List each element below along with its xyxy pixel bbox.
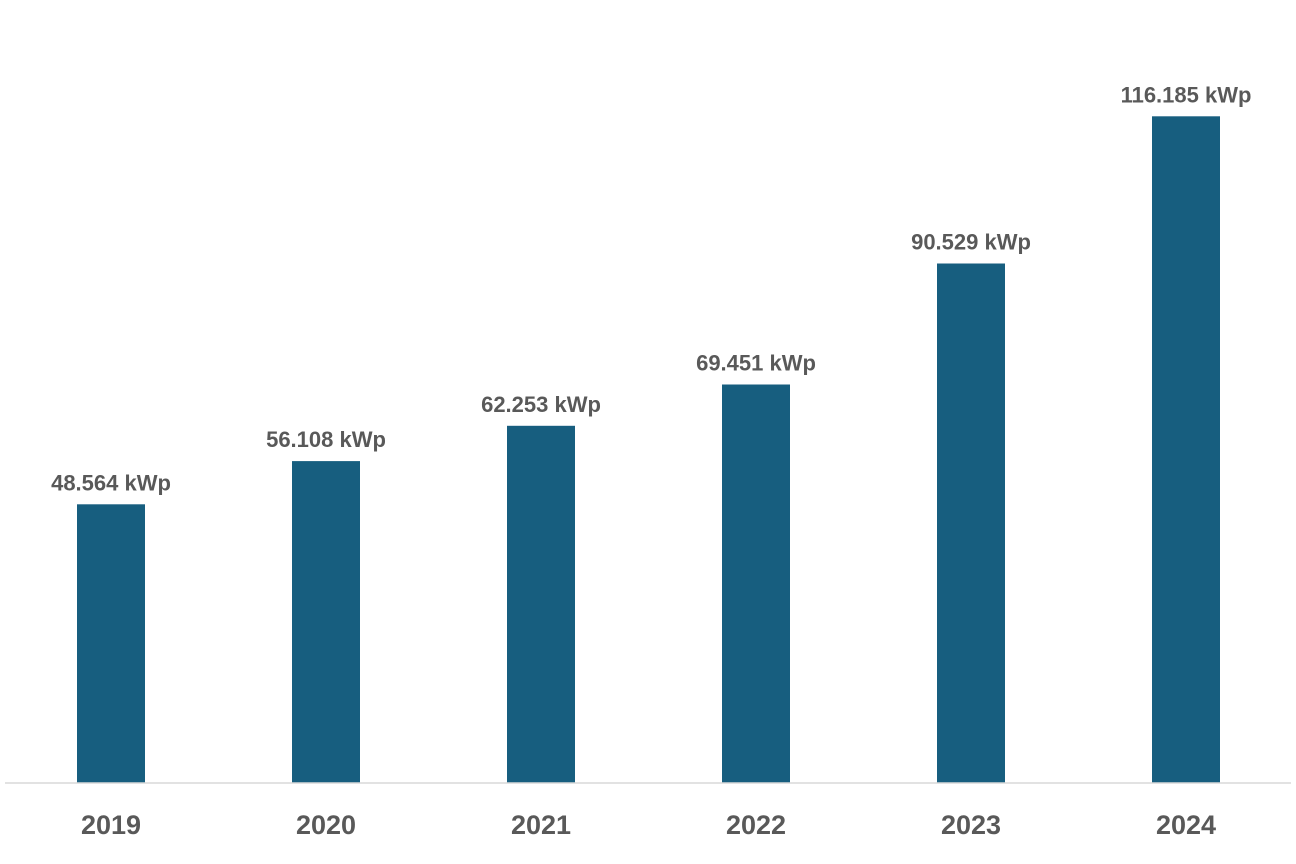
x-tick-label-2024: 2024 xyxy=(1156,810,1216,840)
data-label-2021: 62.253 kWp xyxy=(481,392,601,417)
bar-2023 xyxy=(937,263,1005,783)
x-tick-label-2022: 2022 xyxy=(726,810,786,840)
bars-group xyxy=(77,116,1220,784)
data-label-2020: 56.108 kWp xyxy=(266,427,386,452)
bar-2021 xyxy=(507,425,575,783)
data-label-2022: 69.451 kWp xyxy=(696,351,816,376)
value-labels-group: 48.564 kWp 56.108 kWp 62.253 kWp 69.451 kWp… xyxy=(51,82,1251,495)
x-tick-label-2019: 2019 xyxy=(81,810,141,840)
x-tick-label-2023: 2023 xyxy=(941,810,1001,840)
bar-2019 xyxy=(77,504,145,783)
data-label-2023: 90.529 kWp xyxy=(911,230,1031,255)
bar-2024 xyxy=(1152,116,1220,784)
data-label-2024: 116.185 kWp xyxy=(1121,82,1252,107)
x-tick-labels-group: 2019 2020 2021 2022 2023 2024 xyxy=(81,810,1216,840)
x-tick-label-2021: 2021 xyxy=(511,810,571,840)
data-label-2019: 48.564 kWp xyxy=(51,470,171,495)
bar-2020 xyxy=(292,461,360,783)
x-tick-label-2020: 2020 xyxy=(296,810,356,840)
bar-2022 xyxy=(722,384,790,783)
